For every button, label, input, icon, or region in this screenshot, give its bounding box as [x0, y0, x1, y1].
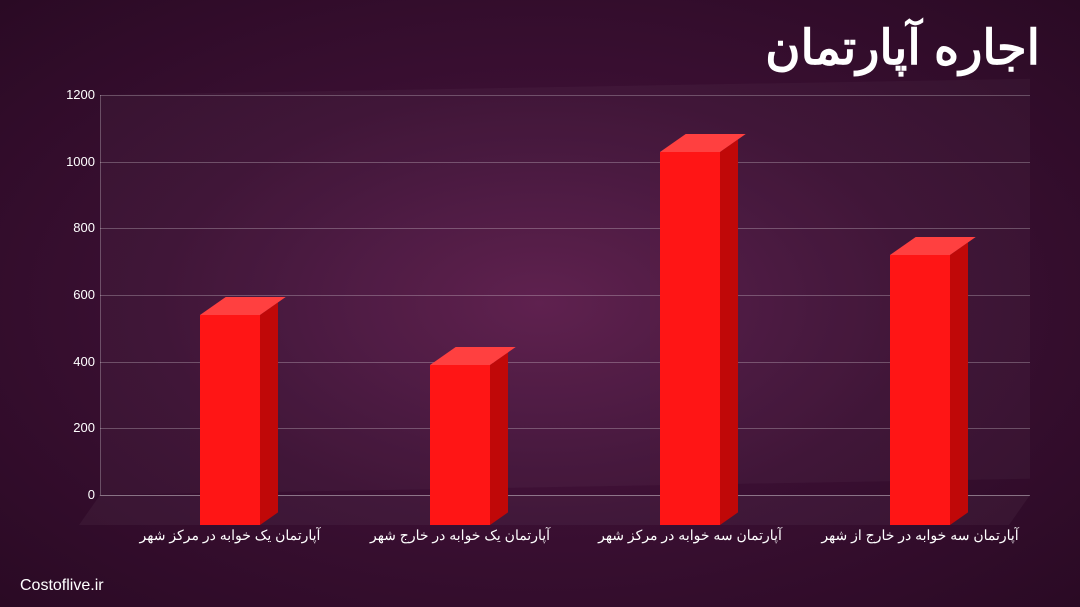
x-tick-label: آپارتمان یک خوابه در مرکز شهر	[130, 527, 330, 544]
y-tick-label: 200	[60, 420, 95, 435]
y-tick-label: 800	[60, 220, 95, 235]
bar-front	[660, 152, 720, 525]
source-label: Costoflive.ir	[20, 577, 104, 595]
grid-line	[100, 162, 1030, 163]
grid-line	[100, 228, 1030, 229]
chart-area: 020040060080010001200 آپارتمان یک خوابه …	[60, 95, 1030, 535]
bar-side	[260, 302, 278, 525]
y-tick-label: 1000	[60, 154, 95, 169]
y-tick-label: 0	[60, 487, 95, 502]
grid-line	[100, 95, 1030, 96]
y-tick-label: 600	[60, 287, 95, 302]
bar-front	[890, 255, 950, 525]
y-tick-label: 400	[60, 354, 95, 369]
bar-side	[950, 242, 968, 525]
chart-title: اجاره آپارتمان	[765, 20, 1040, 76]
x-tick-label: آپارتمان سه خوابه در خارج از شهر	[820, 527, 1020, 544]
bar-side	[720, 139, 738, 525]
bar-side	[490, 352, 508, 525]
bar-front	[430, 365, 490, 525]
x-tick-label: آپارتمان سه خوابه در مرکز شهر	[590, 527, 790, 544]
y-tick-label: 1200	[60, 87, 95, 102]
bar-front	[200, 315, 260, 525]
x-tick-label: آپارتمان یک خوابه در خارج شهر	[360, 527, 560, 544]
